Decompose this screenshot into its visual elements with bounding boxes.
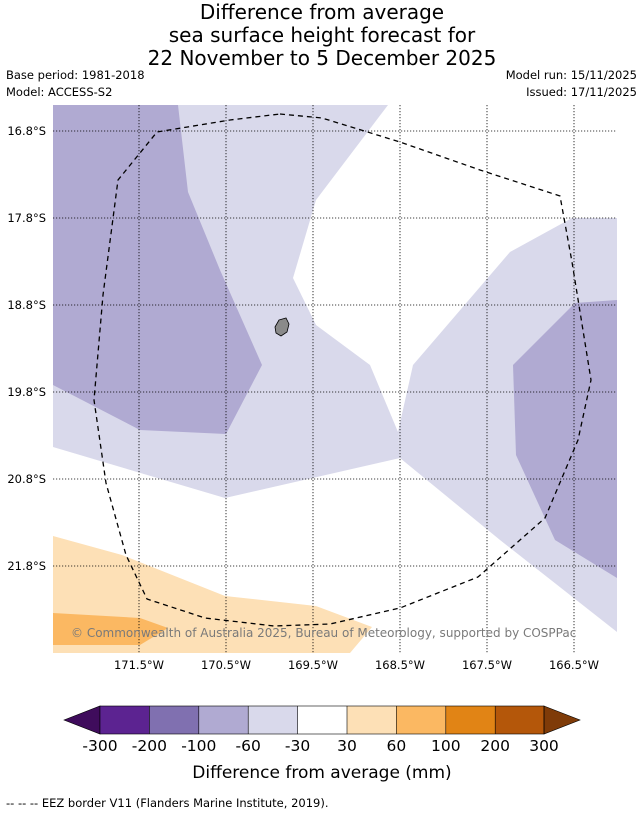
colorbar-title: Difference from average (mm) bbox=[192, 763, 451, 783]
colorbar-bin bbox=[495, 706, 544, 734]
lat-label: 20.8°S bbox=[7, 472, 46, 486]
lon-axis: 171.5°W 170.5°W 169.5°W 168.5°W 167.5°W … bbox=[114, 658, 599, 672]
lat-label: 18.8°S bbox=[7, 298, 46, 312]
lon-label: 169.5°W bbox=[288, 658, 338, 672]
colorbar-extend-high bbox=[543, 705, 581, 735]
colorbar-bin bbox=[198, 706, 249, 734]
eez-legend-note: -- -- -- EEZ border V11 (Flanders Marine… bbox=[6, 796, 329, 810]
meta-left: Base period: 1981-2018 Model: ACCESS-S2 bbox=[6, 67, 145, 101]
colorbar-bin bbox=[100, 706, 150, 734]
colorbar: -300 -200 -100 -60 -30 30 60 100 200 300… bbox=[63, 705, 581, 783]
colorbar-tick-label: 300 bbox=[529, 737, 559, 755]
colorbar-tick-label: 100 bbox=[431, 737, 461, 755]
island bbox=[274, 317, 290, 337]
base-period: Base period: 1981-2018 bbox=[6, 68, 145, 82]
colorbar-bin bbox=[347, 706, 397, 734]
map-plot-area: © Commonwealth of Australia 2025, Bureau… bbox=[53, 105, 617, 653]
colorbar-extend-low bbox=[63, 705, 101, 735]
colorbar-outline bbox=[99, 705, 545, 735]
model-name: Model: ACCESS-S2 bbox=[6, 85, 113, 99]
lat-label: 16.8°S bbox=[7, 124, 46, 138]
colorbar-tick-label: -60 bbox=[236, 737, 261, 755]
colorbar-bin bbox=[396, 706, 446, 734]
lat-axis: 16.8°S 17.8°S 18.8°S 19.8°S 20.8°S 21.8°… bbox=[7, 124, 46, 573]
lat-label: 19.8°S bbox=[7, 385, 46, 399]
title-line-2: sea surface height forecast for bbox=[168, 23, 476, 47]
colorbar-tick-label: -300 bbox=[82, 737, 117, 755]
colorbar-tick-label: 200 bbox=[480, 737, 510, 755]
title-line-1: Difference from average bbox=[199, 0, 445, 24]
title-line-3: 22 November to 5 December 2025 bbox=[147, 46, 497, 70]
meta-right: Model run: 15/11/2025 Issued: 17/11/2025 bbox=[506, 67, 637, 101]
map-credit: © Commonwealth of Australia 2025, Bureau… bbox=[71, 626, 576, 640]
lon-label: 167.5°W bbox=[462, 658, 512, 672]
eez-border bbox=[93, 113, 592, 627]
colorbar-tick-label: 30 bbox=[337, 737, 357, 755]
lon-label: 166.5°W bbox=[549, 658, 599, 672]
colorbar-bin bbox=[297, 706, 347, 734]
colorbar-bin bbox=[445, 706, 496, 734]
issued-date: Issued: 17/11/2025 bbox=[526, 85, 637, 99]
colorbar-tick-label: -200 bbox=[132, 737, 167, 755]
lon-label: 171.5°W bbox=[114, 658, 164, 672]
contour-neg60-neg100-west bbox=[53, 105, 262, 434]
graticule bbox=[53, 105, 617, 653]
lon-label: 168.5°W bbox=[375, 658, 425, 672]
colorbar-tick-label: 60 bbox=[387, 737, 407, 755]
lat-label: 17.8°S bbox=[7, 211, 46, 225]
lat-label: 21.8°S bbox=[7, 559, 46, 573]
lon-label: 170.5°W bbox=[201, 658, 251, 672]
colorbar-tick-label: -30 bbox=[285, 737, 310, 755]
colorbar-bin bbox=[248, 706, 298, 734]
colorbar-bin bbox=[149, 706, 199, 734]
colorbar-tick-label: -100 bbox=[181, 737, 216, 755]
contour-neg60-neg100-east bbox=[513, 300, 617, 578]
chart-title: Difference from average sea surface heig… bbox=[0, 1, 644, 70]
model-run: Model run: 15/11/2025 bbox=[505, 68, 637, 82]
